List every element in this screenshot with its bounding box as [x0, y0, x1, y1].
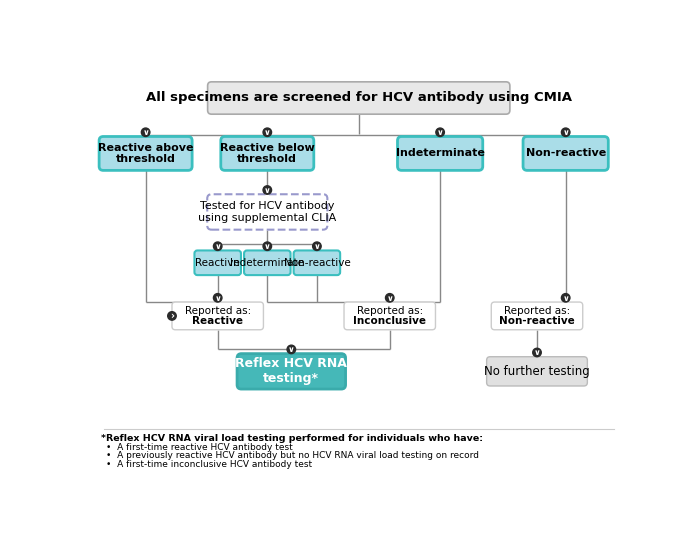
Circle shape — [533, 348, 541, 357]
Circle shape — [214, 293, 222, 302]
Text: Inconclusive: Inconclusive — [354, 316, 426, 326]
FancyBboxPatch shape — [244, 250, 290, 275]
Circle shape — [263, 242, 272, 250]
Circle shape — [561, 128, 570, 137]
FancyBboxPatch shape — [344, 302, 435, 330]
Text: ∨: ∨ — [214, 242, 221, 251]
Text: •  A first-time inconclusive HCV antibody test: • A first-time inconclusive HCV antibody… — [106, 460, 312, 469]
Circle shape — [263, 128, 272, 137]
FancyBboxPatch shape — [172, 302, 263, 330]
FancyBboxPatch shape — [294, 250, 340, 275]
Text: Non-reactive: Non-reactive — [526, 148, 606, 158]
Circle shape — [141, 128, 150, 137]
FancyBboxPatch shape — [220, 137, 314, 170]
Text: All specimens are screened for HCV antibody using CMIA: All specimens are screened for HCV antib… — [146, 91, 572, 105]
Circle shape — [561, 293, 570, 302]
Text: ∨: ∨ — [264, 242, 271, 251]
FancyBboxPatch shape — [237, 354, 346, 389]
Text: Reactive below
threshold: Reactive below threshold — [220, 143, 315, 164]
Text: ∨: ∨ — [264, 128, 271, 137]
FancyBboxPatch shape — [398, 137, 483, 170]
Circle shape — [214, 242, 222, 250]
Text: Reflex HCV RNA
testing*: Reflex HCV RNA testing* — [235, 357, 347, 385]
Text: ∨: ∨ — [437, 128, 444, 137]
Text: ∨: ∨ — [264, 186, 271, 195]
Text: Tested for HCV antibody
using supplemental CLIA: Tested for HCV antibody using supplement… — [198, 201, 337, 223]
Text: ∨: ∨ — [386, 293, 393, 303]
Text: •  A previously reactive HCV antibody but no HCV RNA viral load testing on recor: • A previously reactive HCV antibody but… — [106, 451, 479, 460]
Text: Reported as:: Reported as: — [185, 306, 251, 316]
Text: *Reflex HCV RNA viral load testing performed for individuals who have:: *Reflex HCV RNA viral load testing perfo… — [102, 433, 484, 443]
Text: Reported as:: Reported as: — [356, 306, 423, 316]
Text: Reactive: Reactive — [195, 258, 240, 268]
FancyBboxPatch shape — [491, 302, 582, 330]
Text: Reported as:: Reported as: — [504, 306, 570, 316]
FancyBboxPatch shape — [195, 250, 241, 275]
Text: Reactive above
threshold: Reactive above threshold — [98, 143, 193, 164]
Text: Indeterminate: Indeterminate — [395, 148, 484, 158]
Text: ∨: ∨ — [562, 128, 569, 137]
Circle shape — [313, 242, 321, 250]
Circle shape — [436, 128, 445, 137]
FancyBboxPatch shape — [208, 82, 510, 114]
Text: ∨: ∨ — [562, 293, 569, 303]
FancyBboxPatch shape — [207, 194, 328, 230]
Text: ∨: ∨ — [533, 348, 540, 357]
Circle shape — [386, 293, 394, 302]
Circle shape — [287, 345, 295, 354]
Text: No further testing: No further testing — [484, 365, 590, 378]
Text: ∨: ∨ — [314, 242, 321, 251]
Text: •  A first-time reactive HCV antibody test: • A first-time reactive HCV antibody tes… — [106, 443, 293, 452]
Text: ∨: ∨ — [288, 346, 295, 354]
FancyBboxPatch shape — [99, 137, 192, 170]
Text: ∨: ∨ — [142, 128, 149, 137]
Text: Indeterminate: Indeterminate — [230, 258, 304, 268]
Circle shape — [168, 312, 176, 320]
Text: Reactive: Reactive — [193, 316, 243, 326]
Text: Non-reactive: Non-reactive — [284, 258, 350, 268]
Circle shape — [263, 186, 272, 194]
Text: ›: › — [170, 311, 174, 321]
FancyBboxPatch shape — [523, 137, 608, 170]
Text: ∨: ∨ — [214, 293, 221, 303]
FancyBboxPatch shape — [486, 357, 587, 386]
Text: Non-reactive: Non-reactive — [499, 316, 575, 326]
